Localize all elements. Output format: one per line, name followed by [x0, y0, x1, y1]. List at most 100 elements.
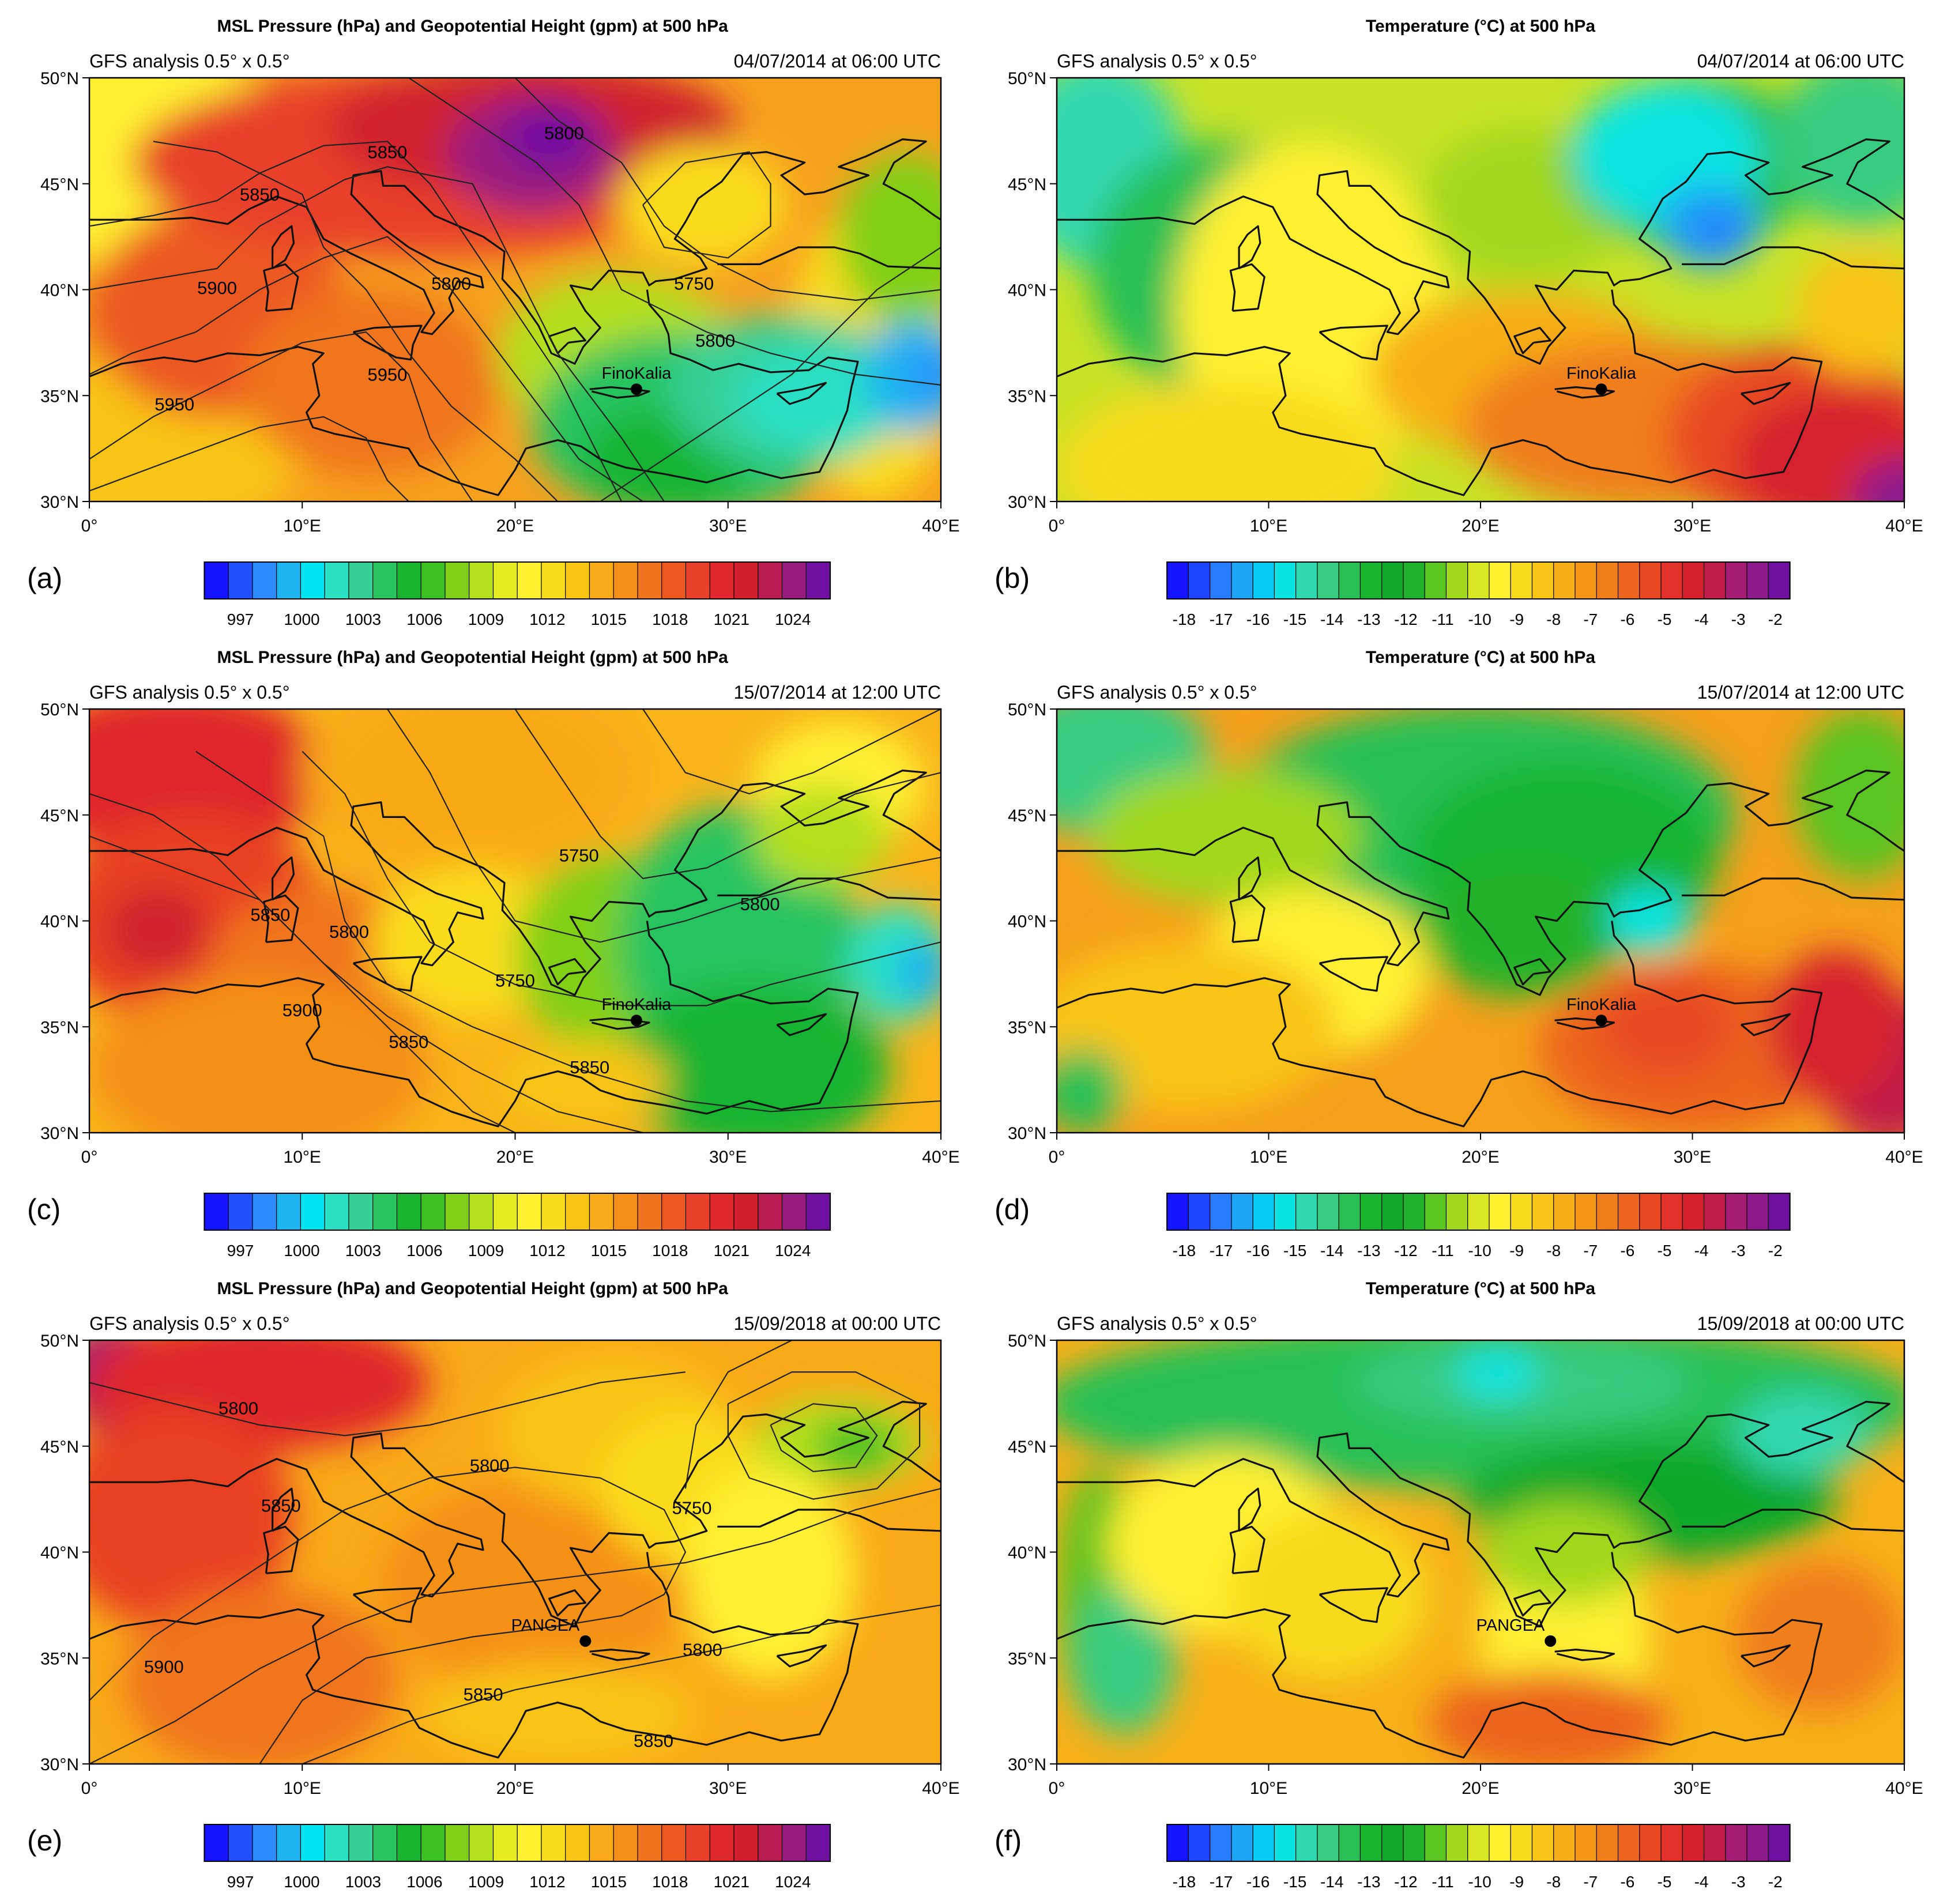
lon-tick-label: 0° [1049, 1779, 1065, 1798]
colorbar-swatch [1403, 1824, 1426, 1862]
colorbar-label: 1024 [775, 610, 811, 628]
colorbar-swatch [1489, 561, 1512, 600]
coastline [352, 325, 423, 361]
lon-tick-label: 10°E [284, 1779, 321, 1798]
colorbar-label: -11 [1432, 1242, 1453, 1260]
contour-label: 5850 [367, 142, 407, 163]
lat-tick-label: 35°N [1008, 1018, 1046, 1037]
subtitle-right: 15/09/2018 at 00:00 UTC [734, 1313, 941, 1334]
coastline [1057, 921, 1823, 1128]
colorbar-label: 1024 [775, 1873, 811, 1891]
colorbar-swatch [276, 561, 302, 600]
colorbar-label: -13 [1357, 1242, 1380, 1260]
field-blob [1735, 391, 1904, 502]
colorbar-label: -15 [1283, 1242, 1306, 1260]
subtitle-right: 15/09/2018 at 00:00 UTC [1697, 1313, 1904, 1334]
lon-tick-label: 20°E [1462, 1779, 1499, 1798]
coastline [1682, 246, 1904, 270]
coastline [1682, 1509, 1904, 1532]
lat-tick-label: 40°N [1008, 281, 1046, 300]
colorbar-swatch [300, 561, 326, 600]
station-label: FinoKalia [602, 364, 672, 383]
colorbar-swatch [372, 561, 398, 600]
colorbar-frame [1166, 561, 1791, 600]
coastline [89, 1552, 859, 1759]
colorbar-swatch [1746, 1193, 1769, 1231]
coastline [1513, 1589, 1551, 1617]
panel-f: Temperature (°C) at 500 hPa GFS analysis … [995, 1279, 1923, 1891]
colorbar-swatch [1575, 1193, 1598, 1231]
contour-label: 5800 [470, 1456, 510, 1476]
colorbar-swatch [372, 1193, 398, 1231]
subtitle-left: GFS analysis 0.5° x 0.5° [89, 51, 290, 71]
colorbar-label: 1012 [529, 1873, 565, 1891]
contour-line [642, 709, 941, 795]
colorbar-swatch [1295, 561, 1318, 600]
colorbar-swatch [1403, 561, 1426, 600]
colorbar-swatch [1596, 561, 1619, 600]
colorbar-label: -7 [1583, 1873, 1598, 1891]
colorbar-swatch [613, 1193, 639, 1231]
contour-line [195, 751, 941, 1113]
colorbar-label: -3 [1731, 1242, 1746, 1260]
coastline [1740, 1644, 1791, 1668]
field-blob [813, 1420, 899, 1472]
field-blobs [1057, 1340, 1904, 1764]
colorbar-swatch [1639, 1193, 1662, 1231]
coastline [272, 1487, 295, 1532]
colorbar-swatch [324, 1824, 350, 1862]
field-blob [1481, 1501, 1650, 1603]
contour-line [89, 1371, 686, 1437]
colorbar-swatch [805, 1824, 831, 1862]
colorbar-swatch [1166, 1824, 1189, 1862]
subtitle-right: 15/07/2014 at 12:00 UTC [1697, 682, 1904, 703]
contours [89, 78, 941, 502]
colorbar-swatch [1381, 1193, 1404, 1231]
lat-tick-label: 50°N [1008, 700, 1046, 719]
colorbar-label: -6 [1620, 1873, 1634, 1891]
coastline [776, 382, 827, 405]
colorbar-label: -13 [1357, 1873, 1380, 1891]
colorbar-swatch [228, 561, 254, 600]
coastline [1238, 856, 1261, 901]
coastline [89, 289, 859, 496]
contour-line [408, 78, 941, 386]
colorbar-swatch [1359, 561, 1383, 600]
contour-label: 5800 [219, 1398, 258, 1419]
colorbar-label: -6 [1620, 1242, 1634, 1260]
colorbar-swatch [492, 561, 518, 600]
panel-title: Temperature (°C) at 500 hPa [1366, 648, 1596, 667]
colorbar-label: -14 [1320, 1242, 1343, 1260]
contour-line [600, 247, 941, 502]
colorbar-label: -12 [1394, 610, 1417, 628]
colorbar-swatch [1660, 1824, 1683, 1862]
colorbar-swatch [1424, 1824, 1447, 1862]
station-marker [1595, 1015, 1607, 1027]
colorbar-label: 1000 [284, 1242, 319, 1260]
colorbar-swatch [1166, 561, 1189, 600]
colorbar-swatch [1252, 561, 1275, 600]
coastline [1229, 894, 1265, 943]
coastline [717, 1509, 941, 1532]
colorbar-swatch [1596, 1193, 1619, 1231]
field-blob [911, 349, 941, 400]
coastline [263, 1525, 299, 1574]
lon-tick-label: 40°E [1885, 516, 1923, 536]
panel-letter: (e) [27, 1824, 62, 1857]
field-blob [302, 709, 643, 879]
lat-tick-label: 50°N [40, 1332, 79, 1351]
color-field [1057, 78, 1904, 502]
colorbar-swatch [1274, 561, 1297, 600]
field-blob [123, 1586, 396, 1764]
colorbar-frame [204, 561, 831, 600]
colorbar-label: -4 [1694, 1242, 1709, 1260]
colorbar-swatch [1510, 1193, 1533, 1231]
colorbar-swatch [1531, 561, 1554, 600]
lat-tick-label: 45°N [40, 1438, 79, 1457]
lon-tick-label: 20°E [1462, 516, 1499, 536]
colorbar-label: 1015 [591, 610, 627, 628]
colorbar-label: -5 [1658, 1873, 1672, 1891]
colorbar-swatch [1617, 561, 1640, 600]
coastline [1057, 289, 1823, 496]
contour-label: 5850 [240, 184, 280, 205]
